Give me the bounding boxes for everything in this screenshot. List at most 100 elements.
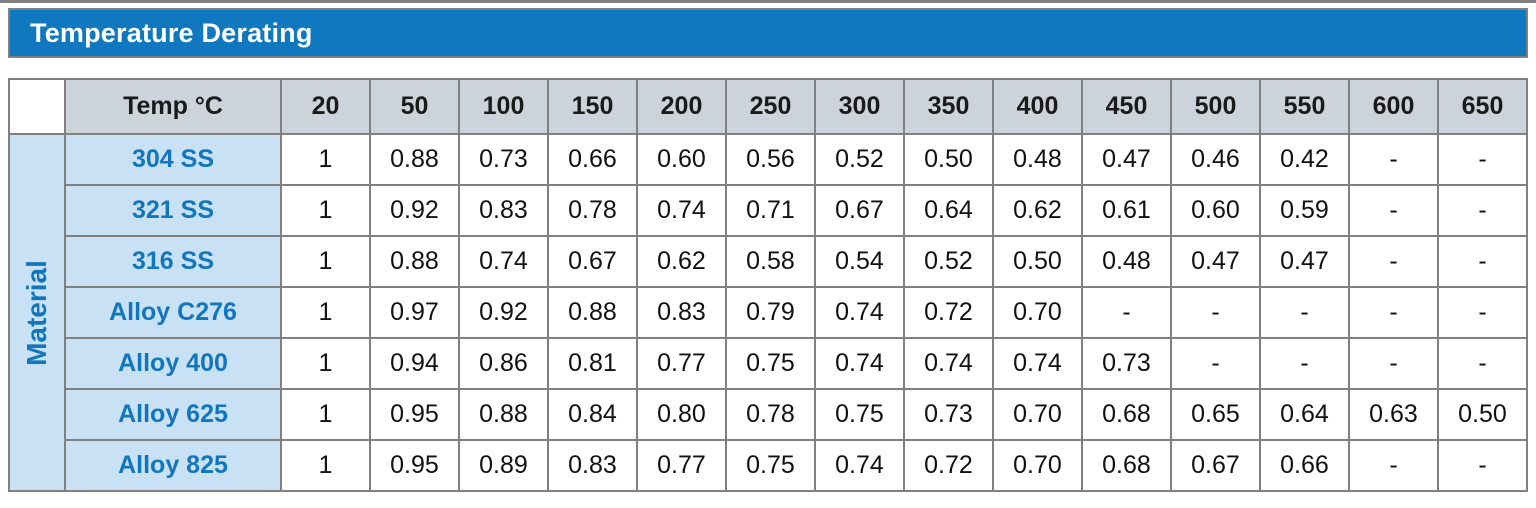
derating-value-cell: 0.74 xyxy=(458,235,549,288)
derating-value-cell: 0.74 xyxy=(814,286,905,339)
derating-value-cell: 0.63 xyxy=(1348,388,1439,441)
header-row: Temp °C 20 50 100 150 200 250 300 350 400 450 500 5… xyxy=(8,78,1528,135)
derating-value-cell: 1 xyxy=(280,337,371,390)
derating-value-cell: 0.48 xyxy=(1081,235,1172,288)
derating-value-cell: 0.88 xyxy=(369,133,460,186)
derating-value-cell: 0.48 xyxy=(992,133,1083,186)
derating-value-cell: 0.68 xyxy=(1081,439,1172,492)
derating-value-cell: 0.92 xyxy=(369,184,460,237)
table-row: Alloy 400 1 0.94 0.86 0.81 0.77 0.75 0.74 0.74 0.… xyxy=(9,337,1528,390)
derating-value-cell: - xyxy=(1170,337,1261,390)
derating-value-cell: - xyxy=(1348,133,1439,186)
derating-value-cell: 0.97 xyxy=(369,286,460,339)
derating-value-cell: 1 xyxy=(280,235,371,288)
temp-header-cell: 50 xyxy=(369,78,460,135)
table-row: Alloy 825 1 0.95 0.89 0.83 0.77 0.75 0.74 0.72 0.… xyxy=(9,439,1528,492)
material-name-cell: 304 SS xyxy=(64,133,282,186)
table-row: 316 SS 1 0.88 0.74 0.67 0.62 0.58 0.54 0.52 0.50 0… xyxy=(9,235,1528,288)
temp-header-cell: 100 xyxy=(458,78,549,135)
derating-value-cell: - xyxy=(1259,286,1350,339)
derating-value-cell: 1 xyxy=(280,286,371,339)
derating-value-cell: 0.79 xyxy=(725,286,816,339)
derating-value-cell: 0.70 xyxy=(992,388,1083,441)
derating-value-cell: - xyxy=(1259,337,1350,390)
temp-header-cell: 300 xyxy=(814,78,905,135)
derating-value-cell: - xyxy=(1348,337,1439,390)
material-name-cell: 316 SS xyxy=(64,235,282,288)
temp-header-cell: 250 xyxy=(725,78,816,135)
temp-header-cell: 550 xyxy=(1259,78,1350,135)
derating-value-cell: 0.50 xyxy=(992,235,1083,288)
derating-value-cell: 0.71 xyxy=(725,184,816,237)
derating-value-cell: - xyxy=(1348,286,1439,339)
corner-cell xyxy=(8,78,66,135)
derating-value-cell: - xyxy=(1437,133,1528,186)
derating-value-cell: 0.58 xyxy=(725,235,816,288)
derating-value-cell: 0.68 xyxy=(1081,388,1172,441)
derating-value-cell: 0.75 xyxy=(814,388,905,441)
derating-value-cell: 0.42 xyxy=(1259,133,1350,186)
material-group-cell: Material xyxy=(8,133,66,492)
temp-header-cell: 400 xyxy=(992,78,1083,135)
temp-header-cell: 20 xyxy=(280,78,371,135)
derating-value-cell: - xyxy=(1081,286,1172,339)
derating-value-cell: 0.65 xyxy=(1170,388,1261,441)
derating-value-cell: 0.73 xyxy=(458,133,549,186)
derating-value-cell: 0.73 xyxy=(903,388,994,441)
derating-value-cell: 0.75 xyxy=(725,439,816,492)
derating-value-cell: 1 xyxy=(280,439,371,492)
page-top-divider xyxy=(0,0,1536,3)
temp-header-cell: 500 xyxy=(1170,78,1261,135)
derating-value-cell: 0.64 xyxy=(903,184,994,237)
derating-value-cell: 0.88 xyxy=(458,388,549,441)
temp-header-cell: 450 xyxy=(1081,78,1172,135)
derating-value-cell: 1 xyxy=(280,388,371,441)
derating-value-cell: - xyxy=(1348,439,1439,492)
derating-value-cell: 0.67 xyxy=(814,184,905,237)
derating-value-cell: - xyxy=(1437,184,1528,237)
derating-value-cell: 0.75 xyxy=(725,337,816,390)
derating-value-cell: - xyxy=(1348,184,1439,237)
derating-value-cell: 0.78 xyxy=(725,388,816,441)
derating-value-cell: 0.86 xyxy=(458,337,549,390)
derating-value-cell: - xyxy=(1437,286,1528,339)
derating-value-cell: 0.74 xyxy=(636,184,727,237)
temp-axis-label: Temp °C xyxy=(64,78,282,135)
derating-value-cell: 1 xyxy=(280,133,371,186)
derating-value-cell: 0.56 xyxy=(725,133,816,186)
temp-header-cell: 150 xyxy=(547,78,638,135)
section-title-bar: Temperature Derating xyxy=(8,8,1528,58)
derating-value-cell: 0.60 xyxy=(1170,184,1261,237)
title-table-gap xyxy=(8,58,1528,78)
derating-value-cell: 0.50 xyxy=(903,133,994,186)
derating-value-cell: 0.64 xyxy=(1259,388,1350,441)
derating-value-cell: 0.95 xyxy=(369,388,460,441)
derating-value-cell: 0.80 xyxy=(636,388,727,441)
derating-value-cell: 0.62 xyxy=(636,235,727,288)
derating-value-cell: 0.47 xyxy=(1170,235,1261,288)
derating-value-cell: 0.89 xyxy=(458,439,549,492)
table-row: 321 SS 1 0.92 0.83 0.78 0.74 0.71 0.67 0.64 0.62 0… xyxy=(9,184,1528,237)
table-body: Material 304 SS 1 0.88 0.73 0.66 0.60 0.56 0.52 0… xyxy=(8,133,1528,492)
derating-value-cell: 0.74 xyxy=(814,439,905,492)
derating-value-cell: - xyxy=(1170,286,1261,339)
derating-value-cell: 0.61 xyxy=(1081,184,1172,237)
derating-value-cell: 0.74 xyxy=(992,337,1083,390)
derating-value-cell: 0.52 xyxy=(903,235,994,288)
derating-value-cell: 0.94 xyxy=(369,337,460,390)
temp-header-cell: 350 xyxy=(903,78,994,135)
derating-value-cell: 0.72 xyxy=(903,439,994,492)
table-row: Alloy C276 1 0.97 0.92 0.88 0.83 0.79 0.74 0.72 0… xyxy=(9,286,1528,339)
derating-value-cell: 0.66 xyxy=(547,133,638,186)
material-group-label: Material xyxy=(21,259,52,366)
derating-value-cell: 0.88 xyxy=(547,286,638,339)
derating-value-cell: 0.78 xyxy=(547,184,638,237)
derating-value-cell: 0.73 xyxy=(1081,337,1172,390)
derating-value-cell: 0.54 xyxy=(814,235,905,288)
derating-value-cell: 0.81 xyxy=(547,337,638,390)
material-name-cell: 321 SS xyxy=(64,184,282,237)
derating-value-cell: 0.52 xyxy=(814,133,905,186)
derating-value-cell: 0.59 xyxy=(1259,184,1350,237)
derating-value-cell: 0.74 xyxy=(814,337,905,390)
derating-value-cell: - xyxy=(1348,235,1439,288)
